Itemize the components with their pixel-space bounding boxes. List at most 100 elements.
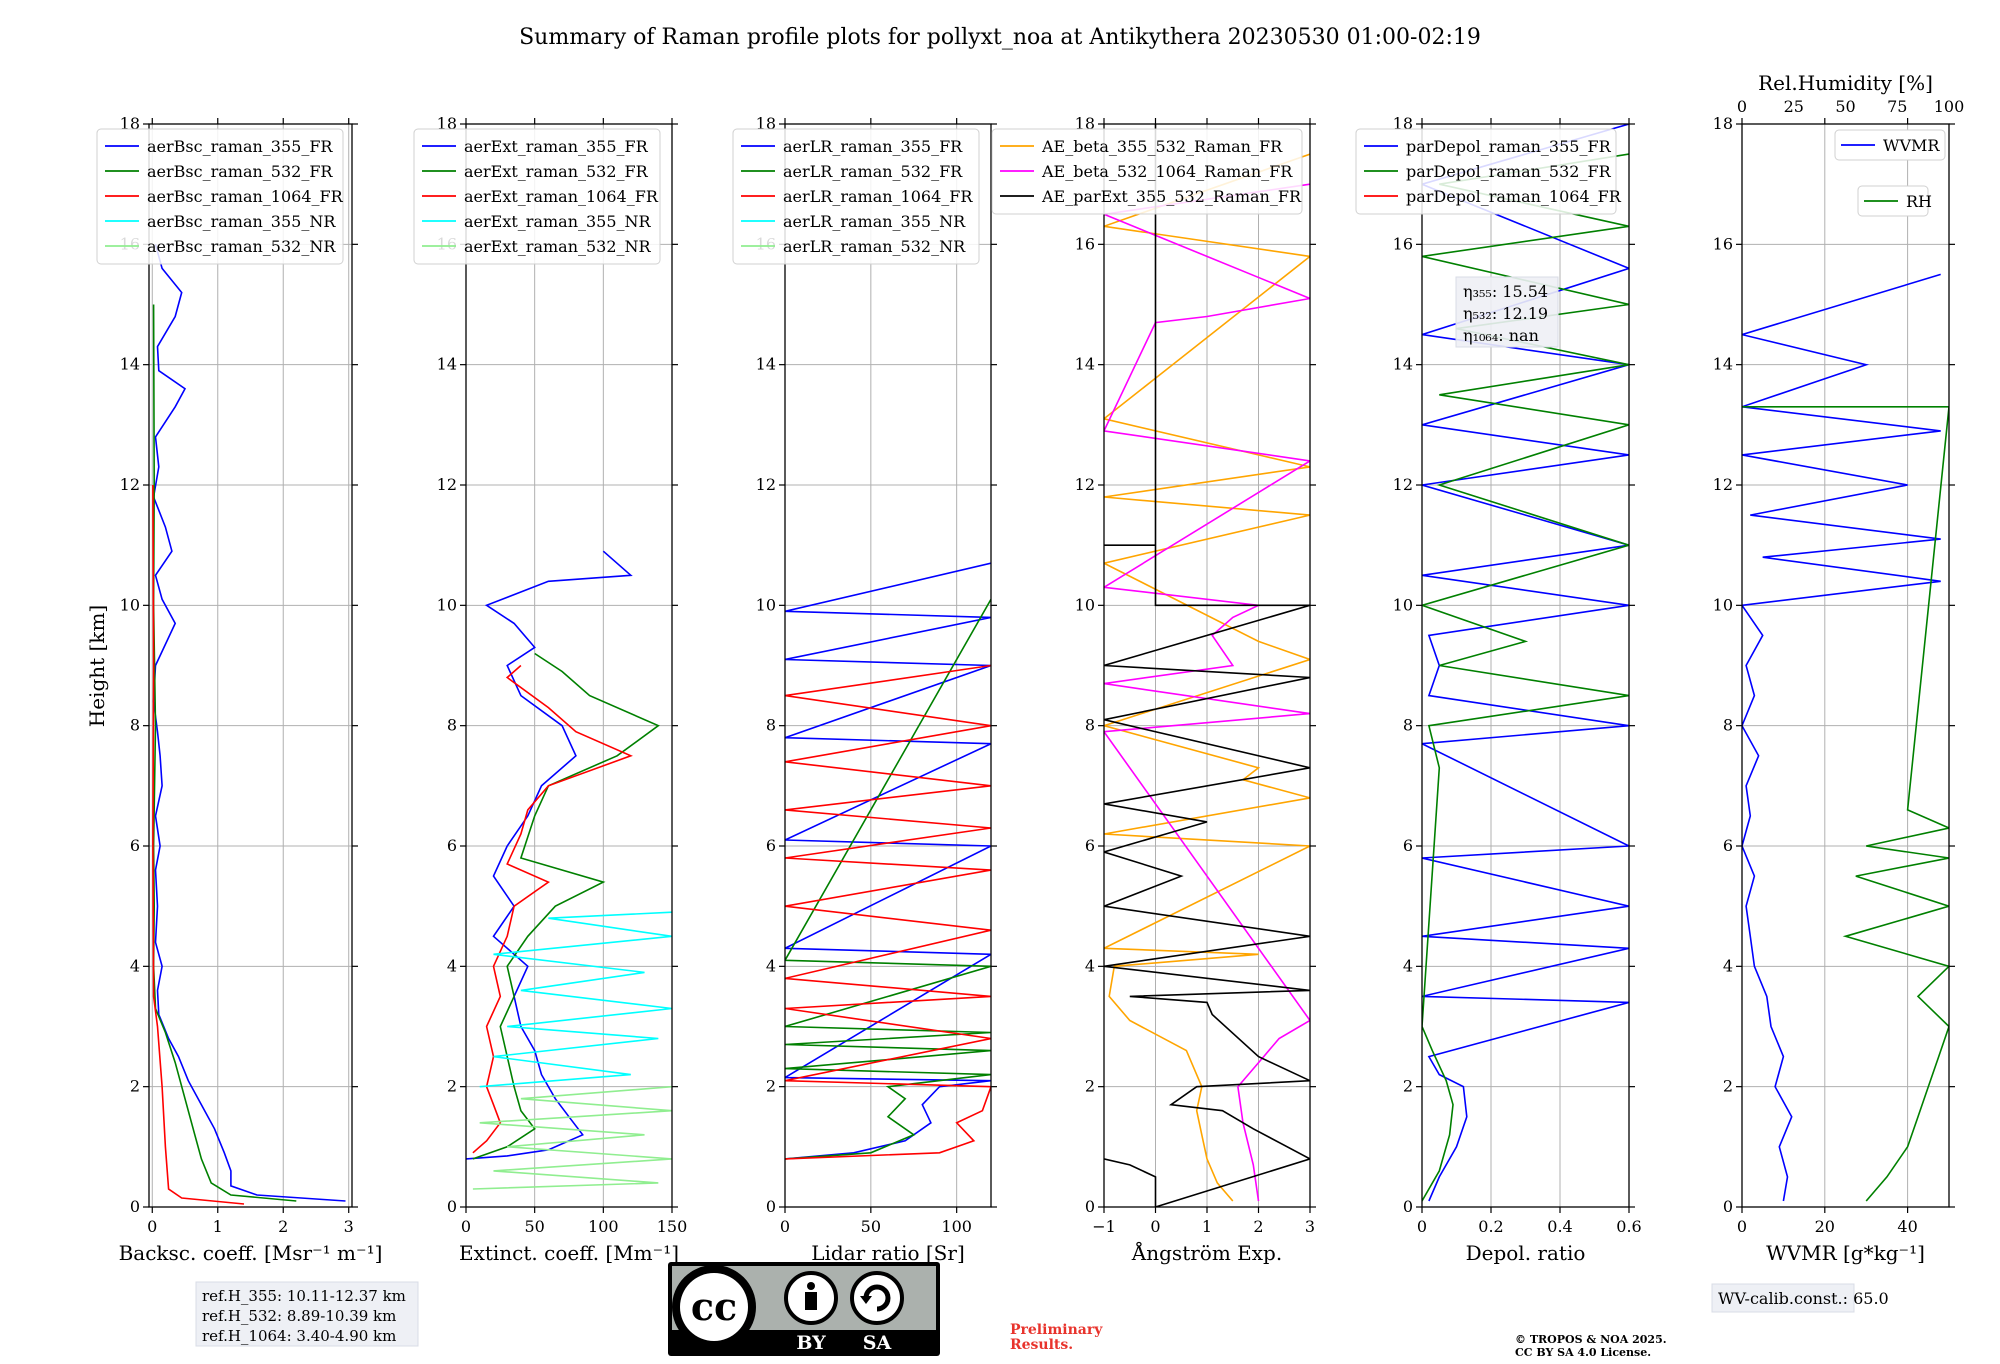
legend-entry: aerExt_raman_355_FR <box>464 137 649 156</box>
series-line-WVMR <box>1742 273 1941 1202</box>
legend-entry: aerBsc_raman_355_FR <box>147 137 333 156</box>
y-tick-label: 8 <box>766 716 776 735</box>
x-axis-label: Extinct. coeff. [Mm⁻¹] <box>459 1241 679 1265</box>
legend-entry: aerExt_raman_532_FR <box>464 162 649 181</box>
y-tick-label: 18 <box>756 114 776 133</box>
panel-lidar_ratio: 024681012141618050100Lidar ratio [Sr]aer… <box>732 114 997 1265</box>
y-tick-label: 6 <box>447 836 457 855</box>
x-axis-label: Ångström Exp. <box>1131 1240 1282 1265</box>
y-tick-label: 2 <box>1723 1077 1733 1096</box>
y-tick-label: 16 <box>1713 234 1733 253</box>
axes-frame <box>1421 123 1630 1208</box>
top-x-tick-label: 75 <box>1887 97 1907 116</box>
series-line-aerExt_raman_532_FR <box>472 652 660 1160</box>
copyright-line1: © TROPOS & NOA 2025. <box>1515 1333 1667 1346</box>
legend-entry: aerExt_raman_355_NR <box>464 212 652 231</box>
x-tick-label: 40 <box>1897 1217 1917 1236</box>
y-tick-label: 4 <box>1085 956 1095 975</box>
x-tick-label: 0.6 <box>1616 1217 1641 1236</box>
series-line-aerExt_raman_355_FR <box>466 550 633 1160</box>
y-tick-label: 6 <box>130 836 140 855</box>
legend-entry: parDepol_raman_355_FR <box>1406 137 1612 156</box>
height-axis-label: Height [km] <box>85 605 109 727</box>
y-tick-label: 8 <box>1085 716 1095 735</box>
legend-entry: aerExt_raman_1064_FR <box>464 187 659 206</box>
wv-calibration-box: WV-calib.const.: 65.0 <box>1711 1283 1889 1313</box>
legend-entry: parDepol_raman_532_FR <box>1406 162 1612 181</box>
x-tick-label: 0 <box>1150 1217 1160 1236</box>
series-line-aerExt_raman_1064_FR <box>472 664 633 1154</box>
preliminary-note-line2: Results. <box>1010 1337 1073 1353</box>
series-line-parDepol_raman_355_FR <box>1422 124 1629 1202</box>
reference-height-355: ref.H_355: 10.11-12.37 km <box>202 1287 406 1305</box>
legend-entry: aerBsc_raman_532_FR <box>147 162 333 181</box>
y-tick-label: 10 <box>1075 595 1095 614</box>
y-tick-label: 4 <box>1723 956 1733 975</box>
y-tick-label: 10 <box>1393 595 1413 614</box>
x-tick-label: 100 <box>941 1217 972 1236</box>
y-tick-label: 14 <box>437 355 457 374</box>
y-tick-label: 2 <box>766 1077 776 1096</box>
series-line-aerExt_raman_532_NR <box>472 1085 672 1190</box>
eta-annotation-line: η₃₅₅: 15.54 <box>1463 282 1548 301</box>
y-tick-label: 8 <box>1403 716 1413 735</box>
y-tick-label: 0 <box>766 1197 776 1216</box>
panel-backscatter: 0246810121416180123Backsc. coeff. [Msr⁻¹… <box>96 114 382 1265</box>
series-line-aerLR_raman_1064_FR <box>785 664 991 1160</box>
sa-label: SA <box>863 1332 892 1354</box>
y-tick-label: 0 <box>1085 1197 1095 1216</box>
legend-entry: aerExt_raman_532_NR <box>464 237 652 256</box>
legend-box <box>1834 129 1946 161</box>
y-tick-label: 12 <box>1713 475 1733 494</box>
top-x-tick-label: 50 <box>1835 97 1855 116</box>
x-axis-label: Depol. ratio <box>1466 1241 1586 1265</box>
top-x-tick-label: 100 <box>1934 97 1965 116</box>
y-tick-label: 4 <box>130 956 140 975</box>
series-line-AE_beta_355_532_Raman_FR <box>1104 153 1310 1202</box>
y-tick-label: 18 <box>120 114 140 133</box>
x-tick-label: 0 <box>1737 1217 1747 1236</box>
legend-entry: aerBsc_raman_1064_FR <box>147 187 344 206</box>
y-tick-label: 18 <box>437 114 457 133</box>
y-tick-label: 8 <box>447 716 457 735</box>
y-tick-label: 14 <box>1393 355 1413 374</box>
y-tick-label: 6 <box>1723 836 1733 855</box>
series-line-aerBsc_raman_1064_FR <box>152 484 245 1205</box>
share-alike-icon <box>850 1271 904 1325</box>
y-tick-label: 2 <box>447 1077 457 1096</box>
x-tick-label: 50 <box>524 1217 544 1236</box>
x-tick-label: 3 <box>344 1217 354 1236</box>
axes-frame <box>148 123 353 1208</box>
y-tick-label: 14 <box>1713 355 1733 374</box>
top-x-tick-label: 0 <box>1737 97 1747 116</box>
eta-annotation-box <box>1455 276 1559 348</box>
y-tick-label: 10 <box>756 595 776 614</box>
legend-box <box>96 128 344 265</box>
y-tick-label: 8 <box>130 716 140 735</box>
legend-entry: RH <box>1906 192 1932 211</box>
series-line-aerLR_raman_355_FR <box>785 562 991 1160</box>
cc-by-sa-badge[interactable]: cc BY SA <box>668 1262 940 1356</box>
y-tick-label: 16 <box>1393 234 1413 253</box>
legend-box <box>1355 128 1617 215</box>
y-tick-label: 2 <box>1403 1077 1413 1096</box>
x-tick-label: 0.2 <box>1478 1217 1503 1236</box>
legend-box <box>732 128 980 265</box>
x-tick-label: 0 <box>1417 1217 1427 1236</box>
y-tick-label: 10 <box>120 595 140 614</box>
x-tick-label: 1 <box>213 1217 223 1236</box>
cc-logo-text: cc <box>691 1284 737 1329</box>
panel-extinction: 024681012141618050100150Extinct. coeff. … <box>413 114 687 1265</box>
top-x-axis-label: Rel.Humidity [%] <box>1758 71 1933 95</box>
y-tick-label: 12 <box>1393 475 1413 494</box>
series-line-AE_parExt_355_532_Raman_FR <box>1104 124 1310 1207</box>
x-tick-label: 2 <box>278 1217 288 1236</box>
legend-entry: aerLR_raman_355_FR <box>783 137 963 156</box>
y-tick-label: 4 <box>447 956 457 975</box>
y-tick-label: 0 <box>130 1197 140 1216</box>
y-tick-label: 2 <box>1085 1077 1095 1096</box>
x-tick-label: 0 <box>780 1217 790 1236</box>
y-tick-label: 0 <box>447 1197 457 1216</box>
legend-entry: AE_beta_532_1064_Raman_FR <box>1041 162 1293 181</box>
